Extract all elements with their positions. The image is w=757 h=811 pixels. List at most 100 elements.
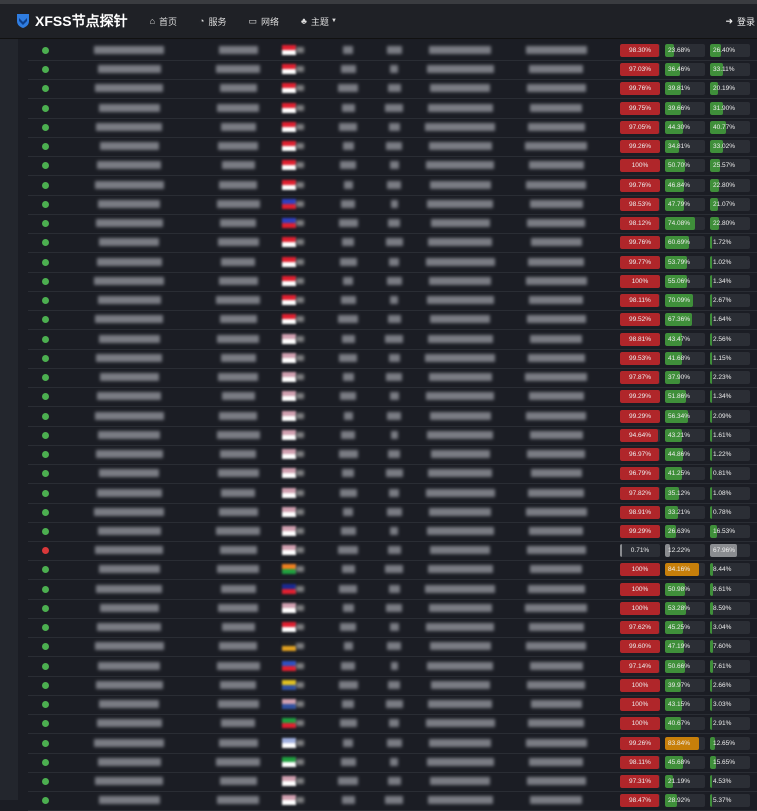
server-row[interactable]: 99.29% 51.86% 1.34% [28,387,757,408]
mem-usage-fill [665,159,686,173]
server-row[interactable]: 100% 55.06% 1.34% [28,272,757,292]
server-row[interactable]: 100% 50.70% 25.57% [28,156,757,177]
server-row[interactable]: 97.87% 37.90% 2.23% [28,368,757,389]
redacted-cell [386,142,402,151]
server-row[interactable]: 98.47% 28.92% 5.37% [28,791,757,811]
redacted-cell [221,161,255,170]
disk-usage-bar: 2.23% [710,371,750,385]
brand[interactable]: XFSS节点探针 [16,11,128,31]
server-row[interactable]: 0.71% 12.22% 67.96% [28,541,757,562]
server-row[interactable]: 100% 40.67% 2.91% [28,714,757,735]
redacted-cell [296,316,304,323]
disk-usage-fill [710,197,719,211]
server-row[interactable]: 97.14% 50.66% 7.61% [28,657,757,677]
server-row[interactable]: 99.77% 53.79% 1.02% [28,253,757,273]
server-row[interactable]: 97.82% 35.12% 1.08% [28,484,757,504]
status-dot-icon [42,720,49,728]
nav-theme-dropdown[interactable]: ♣ 主题 ▼ [301,15,337,28]
server-row[interactable]: 98.11% 45.68% 15.65% [28,753,757,773]
redacted-cell [218,373,258,382]
home-icon: ⌂ [149,16,156,26]
disk-usage-label: 26.40% [713,47,736,54]
server-row[interactable]: 98.12% 74.08% 22.80% [28,214,757,235]
cpu-usage-label: 96.97% [628,451,652,459]
server-row[interactable]: 100% 53.28% 8.59% [28,599,757,619]
redacted-cell [296,778,304,785]
mem-usage-label: 67.36% [668,316,691,324]
country-flag-icon [282,352,296,363]
redacted-cell [296,566,304,573]
country-flag-icon [282,160,296,171]
disk-usage-fill [710,101,723,115]
disk-usage-label: 16.53% [713,528,736,535]
cpu-usage-bar: 96.79% [620,467,660,481]
cpu-usage-label: 98.91% [628,508,652,516]
redacted-cell [296,604,304,611]
server-row[interactable]: 97.31% 21.19% 4.53% [28,772,757,793]
server-row[interactable]: 99.53% 41.68% 1.15% [28,349,757,369]
nav-network[interactable]: ▭ 网络 [248,15,279,28]
mem-usage-bar: 67.36% [665,313,705,327]
nav-home[interactable]: ⌂ 首页 [150,15,177,28]
server-row[interactable]: 99.29% 26.63% 16.53% [28,522,757,542]
mem-usage-label: 33.21% [668,508,691,516]
mem-usage-label: 83.84% [668,739,691,747]
mem-usage-bar: 50.98% [665,582,705,596]
server-row[interactable]: 99.76% 46.84% 22.80% [28,176,757,196]
redacted-cell [526,642,586,651]
mem-usage-fill [665,563,699,577]
server-row[interactable]: 96.79% 41.25% 0.81% [28,464,757,485]
redacted-cell [390,65,398,74]
server-row[interactable]: 99.26% 83.84% 12.65% [28,734,757,754]
server-row[interactable]: 98.30% 23.68% 26.40% [28,41,757,61]
redacted-cell [296,720,304,727]
redacted-cell [296,643,304,650]
server-row[interactable]: 99.76% 39.81% 20.19% [28,79,757,100]
server-row[interactable]: 98.11% 70.09% 2.67% [28,291,757,312]
country-flag-icon [282,795,296,806]
mem-usage-bar: 36.46% [665,63,705,77]
server-row[interactable]: 94.64% 43.21% 1.61% [28,426,757,446]
cpu-usage-fill [620,755,660,769]
server-row[interactable]: 100% 43.15% 3.03% [28,695,757,716]
redacted-cell [221,488,255,497]
status-dot-icon [42,797,49,805]
redacted-cell [219,642,257,651]
redacted-cell [296,739,304,746]
server-row[interactable]: 98.91% 33.21% 0.78% [28,503,757,523]
disk-usage-bar: 2.67% [710,294,750,308]
redacted-cell [296,200,304,207]
status-dot-icon [42,85,49,93]
mem-usage-bar: 41.68% [665,351,705,365]
cpu-usage-label: 99.77% [628,258,652,266]
redacted-cell [98,103,160,112]
disk-usage-bar: 1.08% [710,486,750,500]
redacted-cell [296,277,304,284]
cpu-usage-bar: 97.82% [620,486,660,500]
redacted-cell [528,161,584,170]
server-row[interactable]: 99.26% 34.81% 33.02% [28,137,757,158]
server-row[interactable]: 99.76% 60.69% 1.72% [28,233,757,254]
server-row[interactable]: 100% 39.97% 2.66% [28,676,757,696]
server-row[interactable]: 100% 84.16% 8.44% [28,560,757,581]
server-row[interactable]: 99.52% 67.36% 1.64% [28,310,757,331]
disk-usage-bar: 33.02% [710,140,750,154]
server-row[interactable]: 98.81% 43.47% 2.56% [28,330,757,350]
server-row[interactable]: 98.53% 47.79% 21.07% [28,195,757,215]
server-row[interactable]: 99.75% 39.66% 31.90% [28,99,757,119]
login-button[interactable]: ➜ 登录 [725,15,755,28]
server-row[interactable]: 96.97% 44.86% 1.22% [28,445,757,466]
server-row[interactable]: 97.62% 45.25% 3.04% [28,618,757,639]
status-dot-icon [42,547,49,555]
cpu-usage-bar: 99.76% [620,178,660,192]
cpu-usage-bar: 98.53% [620,197,660,211]
server-row[interactable]: 99.60% 47.19% 7.60% [28,637,757,658]
server-row[interactable]: 97.05% 44.30% 40.77% [28,118,757,138]
server-row[interactable]: 100% 50.98% 8.61% [28,580,757,600]
mem-usage-bar: 74.08% [665,217,705,231]
cpu-usage-label: 96.79% [628,470,652,478]
mem-usage-bar: 45.68% [665,755,705,769]
nav-services[interactable]: ◔ 服务 [199,15,226,28]
server-row[interactable]: 97.03% 36.46% 33.11% [28,60,757,81]
server-row[interactable]: 99.29% 56.34% 2.09% [28,407,757,427]
